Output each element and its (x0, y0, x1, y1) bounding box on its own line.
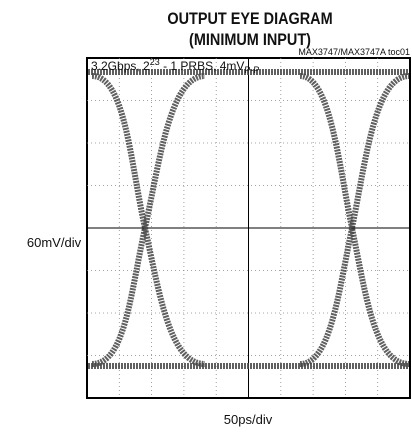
annotation-text: 3.2Gbps, 2 (91, 59, 150, 73)
annotation-text: - 1 PRBS, 4mV (160, 59, 245, 73)
part-number: MAX3747/MAX3747A toc01 (298, 47, 410, 57)
title-line2: (MINIMUM INPUT) (189, 31, 311, 49)
plot: 3.2Gbps, 223 - 1 PRBS, 4mVP-P (86, 57, 411, 399)
annotation-subscript: P-P (244, 65, 259, 75)
annotation-superscript: 23 (150, 57, 160, 67)
y-axis-label: 60mV/div (27, 235, 82, 250)
x-axis-label: 50ps/div (224, 412, 273, 427)
title-line1: OUTPUT EYE DIAGRAM (167, 10, 332, 28)
annotation: 3.2Gbps, 223 - 1 PRBS, 4mVP-P (91, 57, 259, 75)
eye-traces (88, 69, 410, 369)
